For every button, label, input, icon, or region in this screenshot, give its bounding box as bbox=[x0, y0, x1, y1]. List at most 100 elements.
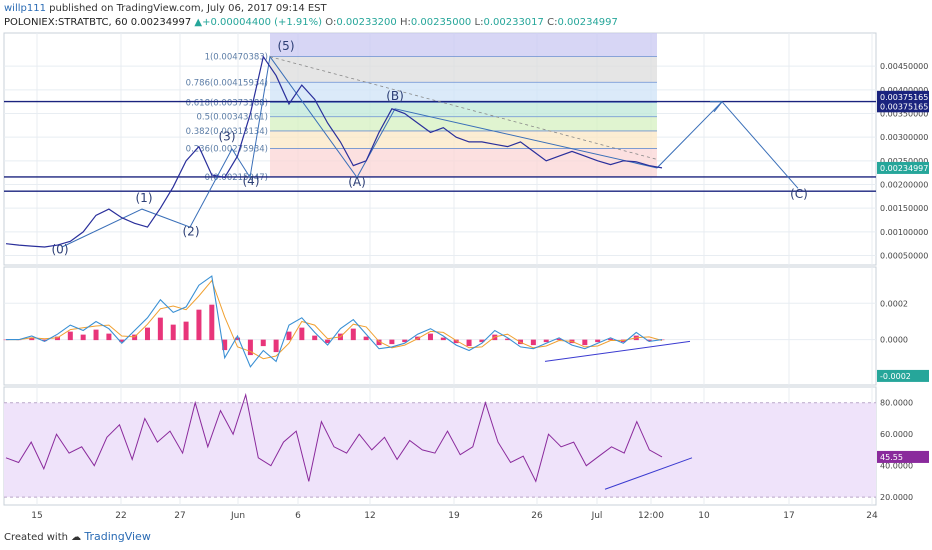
macd-histogram-bar bbox=[222, 339, 228, 351]
macd-histogram-bar bbox=[530, 339, 536, 346]
publish-date: published on TradingView.com, July 06, 2… bbox=[49, 3, 327, 14]
x-tick-label: 19 bbox=[448, 511, 460, 521]
macd-histogram-bar bbox=[67, 331, 73, 341]
macd-histogram-bar bbox=[427, 333, 433, 341]
symbol-info: POLONIEX:STRATBTC, 60 0.00234997 ▲+0.000… bbox=[4, 17, 618, 28]
x-tick-label: 27 bbox=[174, 511, 185, 521]
macd-tick-label: 0.0002 bbox=[880, 299, 908, 308]
x-tick-label: 17 bbox=[783, 511, 794, 521]
macd-tag bbox=[877, 369, 929, 382]
x-tick-label: 6 bbox=[295, 511, 301, 521]
last-price: 0.00234997 bbox=[130, 17, 192, 28]
x-tick-label: 10 bbox=[698, 511, 710, 521]
macd-line bbox=[6, 275, 663, 368]
macd-histogram-bar bbox=[453, 339, 459, 344]
macd-histogram-bar bbox=[608, 338, 614, 341]
rsi-tag bbox=[877, 450, 929, 463]
macd-histogram-bar bbox=[363, 336, 369, 341]
price-tag-label: 0.00375165 bbox=[880, 93, 928, 102]
macd-histogram-bar bbox=[350, 328, 356, 341]
macd-histogram-bar bbox=[595, 339, 601, 343]
high-label: H: bbox=[399, 17, 411, 28]
author-name[interactable]: willp111 bbox=[4, 3, 46, 14]
macd-histogram-bar bbox=[42, 339, 48, 342]
macd-histogram-bar bbox=[273, 339, 279, 353]
macd-histogram-bar bbox=[144, 327, 150, 341]
close-label: C: bbox=[547, 17, 558, 28]
wave-dashed-line bbox=[269, 56, 658, 160]
fib-zone bbox=[270, 82, 657, 103]
macd-histogram-bar bbox=[119, 339, 125, 343]
x-tick-label: 24 bbox=[866, 511, 878, 521]
price-change: +0.00004400 (+1.91%) bbox=[202, 17, 323, 28]
x-tick-label: 22 bbox=[115, 511, 126, 521]
macd-trend-line bbox=[544, 340, 691, 362]
symbol-label: POLONIEX:STRATBTC, 60 bbox=[4, 17, 128, 28]
fib-level-label: 0.236(0.00275934) bbox=[186, 145, 268, 155]
x-tick-label: 12 bbox=[364, 511, 375, 521]
macd-histogram-bar bbox=[440, 337, 446, 341]
rsi-tick-label: 20.0000 bbox=[880, 493, 913, 502]
close-value: 0.00234997 bbox=[557, 17, 618, 28]
macd-histogram-bar bbox=[29, 337, 35, 341]
price-series bbox=[5, 55, 663, 248]
wave-label: (5) bbox=[278, 39, 295, 53]
macd-pane bbox=[3, 266, 877, 386]
macd-histogram-bar bbox=[556, 338, 562, 341]
fib-zone bbox=[270, 56, 657, 83]
macd-histogram-bar bbox=[260, 339, 266, 347]
axes: 15 22 27 Jun 6 12 19 26 Jul 12:00 10 17 24 0.00450000… bbox=[31, 62, 929, 521]
y-tick-label: 0.00300000 bbox=[880, 133, 928, 142]
macd-histogram-bar bbox=[312, 335, 318, 341]
wave-label: (2) bbox=[183, 225, 200, 239]
macd-histogram-bar bbox=[196, 309, 202, 341]
drawings[interactable]: (0) (1) (2) (3) (4) (5) (A) (B) (C) bbox=[4, 39, 876, 490]
rsi-line bbox=[5, 392, 663, 483]
macd-histogram-bar bbox=[235, 337, 241, 341]
arrow-head bbox=[710, 101, 723, 113]
macd-histogram-bar bbox=[157, 317, 163, 341]
y-tick-label: 0.00150000 bbox=[880, 204, 928, 213]
y-tick-label: 0.00100000 bbox=[880, 228, 928, 237]
footer: Created with ☁ TradingView bbox=[4, 530, 151, 543]
macd-signal-line bbox=[6, 279, 663, 360]
fib-zone-top bbox=[270, 33, 657, 57]
x-tick-label: 26 bbox=[531, 511, 543, 521]
macd-histogram-bar bbox=[54, 336, 60, 341]
y-tick-label: 0.00050000 bbox=[880, 252, 928, 261]
rsi-trend-line bbox=[604, 457, 693, 490]
macd-series bbox=[3, 275, 665, 368]
wave-label: (3) bbox=[219, 129, 236, 143]
price-tag bbox=[877, 161, 929, 174]
low-value: 0.00233017 bbox=[483, 17, 544, 28]
brand-name[interactable]: TradingView bbox=[84, 530, 151, 543]
wave-label: (B) bbox=[386, 89, 404, 103]
y-tick-label: 0.00350000 bbox=[880, 109, 928, 118]
open-value: 0.00233200 bbox=[336, 17, 397, 28]
macd-histogram-bar bbox=[376, 339, 382, 346]
price-tag bbox=[877, 90, 929, 103]
fib-zone bbox=[270, 102, 657, 117]
open-label: O: bbox=[325, 17, 337, 28]
x-tick-label: 15 bbox=[31, 511, 42, 521]
macd-histogram-bar bbox=[106, 333, 112, 341]
rsi-band bbox=[4, 402, 876, 498]
price-line bbox=[5, 55, 663, 248]
macd-tag-label: -0.0002 bbox=[880, 372, 911, 381]
fib-level-label: 0.382(0.00313134) bbox=[186, 127, 268, 137]
wave-label: (1) bbox=[136, 191, 153, 205]
wave-label: (C) bbox=[790, 187, 808, 201]
macd-histogram-bar bbox=[582, 339, 588, 346]
fib-level-label: 1(0.00470383) bbox=[205, 52, 268, 62]
rsi-tick-label: 80.0000 bbox=[880, 399, 913, 408]
macd-histogram-bar bbox=[466, 339, 472, 347]
wave-label: (A) bbox=[348, 175, 366, 189]
macd-histogram-bar bbox=[209, 304, 215, 341]
x-tick-label: 12:00 bbox=[638, 511, 664, 521]
macd-histogram-bar bbox=[505, 338, 511, 341]
macd-histogram-bar bbox=[479, 339, 485, 343]
macd-histogram-bar bbox=[183, 321, 189, 341]
created-with-label: Created with bbox=[4, 532, 68, 543]
macd-histogram-bar bbox=[286, 331, 292, 341]
